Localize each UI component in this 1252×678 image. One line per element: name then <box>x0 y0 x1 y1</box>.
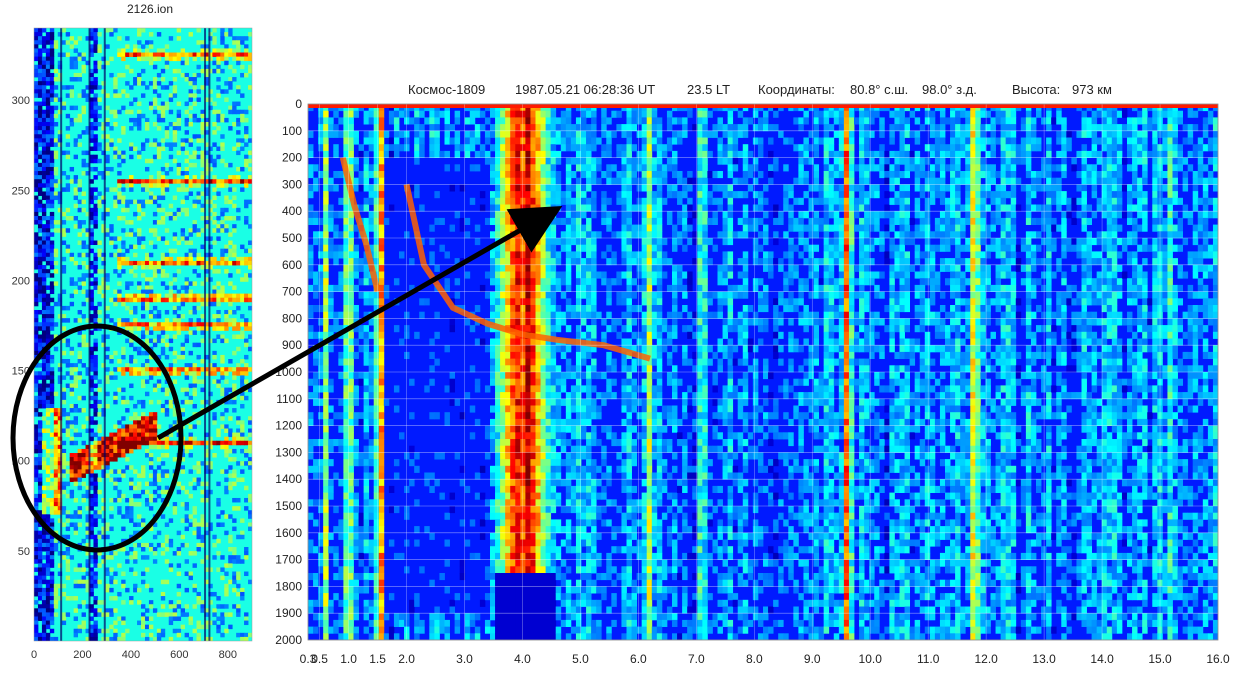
main-x-tick-label: 2.0 <box>398 652 415 666</box>
altitude-value: 973 км <box>1072 82 1112 97</box>
main-y-tick-label: 1100 <box>276 392 302 406</box>
main-x-tick-label: 0.5 <box>311 652 328 666</box>
main-y-tick-label: 700 <box>282 285 302 299</box>
main-x-tick-label: 8.0 <box>746 652 763 666</box>
left-x-tick-label: 200 <box>73 649 91 661</box>
main-y-tick-label: 2000 <box>275 633 302 647</box>
main-x-tick-label: 9.0 <box>804 652 821 666</box>
datetime-ut: 1987.05.21 06:28:36 UT <box>515 82 656 97</box>
main-x-tick-label: 0.3 <box>300 652 317 666</box>
main-y-tick-label: 500 <box>282 231 302 245</box>
main-y-tick-label: 1900 <box>275 606 302 620</box>
main-y-tick-label: 800 <box>282 311 302 325</box>
main-x-tick-label: 1.5 <box>369 652 386 666</box>
left-x-tick-label: 0 <box>31 649 37 661</box>
local-time: 23.5 LT <box>687 82 731 97</box>
main-y-tick-label: 100 <box>282 124 302 138</box>
main-x-tick-label: 10.0 <box>859 652 883 666</box>
trace-line <box>403 183 651 362</box>
main-x-tick-label: 13.0 <box>1032 652 1056 666</box>
left-y-tick-label: 50 <box>18 546 30 558</box>
left-y-tick-label: 250 <box>12 185 30 197</box>
main-y-tick-label: 600 <box>282 258 302 272</box>
left-chart-title: 2126.ion <box>126 2 174 16</box>
main-y-tick-label: 900 <box>282 338 302 352</box>
main-chart-header: Космос-1809 1987.05.21 06:28:36 UT 23.5 … <box>300 82 1230 100</box>
main-x-tick-label: 3.0 <box>456 652 473 666</box>
main-y-tick-label: 1500 <box>275 499 302 513</box>
trace-line <box>339 156 381 293</box>
main-y-tick-label: 1400 <box>275 472 302 486</box>
main-x-tick-label: 6.0 <box>630 652 647 666</box>
main-y-tick-label: 400 <box>282 204 302 218</box>
satellite-name: Космос-1809 <box>408 82 486 97</box>
left-y-tick-label: 200 <box>12 275 30 287</box>
annotations <box>10 206 563 553</box>
main-grid <box>307 103 1219 641</box>
left-y-tick-label: 300 <box>12 95 30 107</box>
left-x-tick-label: 800 <box>219 649 237 661</box>
left-x-tick-label: 400 <box>122 649 140 661</box>
main-y-tick-label: 200 <box>282 151 302 165</box>
longitude: 98.0° з.д. <box>922 82 977 97</box>
main-y-tick-label: 300 <box>282 177 302 191</box>
main-y-tick-label: 1600 <box>275 526 302 540</box>
main-x-tick-label: 5.0 <box>572 652 589 666</box>
main-x-tick-label: 4.0 <box>514 652 531 666</box>
left-x-tick-label: 600 <box>170 649 188 661</box>
pointer-arrow <box>156 206 563 441</box>
main-y-tick-label: 1700 <box>275 553 302 567</box>
main-y-tick-label: 1200 <box>275 419 302 433</box>
main-x-tick-label: 1.0 <box>340 652 357 666</box>
latitude: 80.8° с.ш. <box>850 82 909 97</box>
main-heatmap-chart: 0100200300400500600700800900100011001200… <box>275 97 1230 666</box>
main-axes: 0100200300400500600700800900100011001200… <box>275 97 1230 666</box>
main-y-tick-label: 1300 <box>275 445 302 459</box>
main-x-tick-label: 11.0 <box>917 652 940 666</box>
main-x-tick-label: 7.0 <box>688 652 705 666</box>
main-x-tick-label: 16.0 <box>1206 652 1230 666</box>
altitude-label: Высота: <box>1012 82 1061 97</box>
highlight-ellipse <box>10 323 184 553</box>
main-y-tick-label: 0 <box>295 97 302 111</box>
main-x-tick-label: 12.0 <box>974 652 998 666</box>
main-y-tick-label: 1800 <box>275 579 302 593</box>
coords-label: Координаты: <box>758 82 835 97</box>
main-x-tick-label: 15.0 <box>1148 652 1172 666</box>
main-x-tick-label: 14.0 <box>1090 652 1114 666</box>
